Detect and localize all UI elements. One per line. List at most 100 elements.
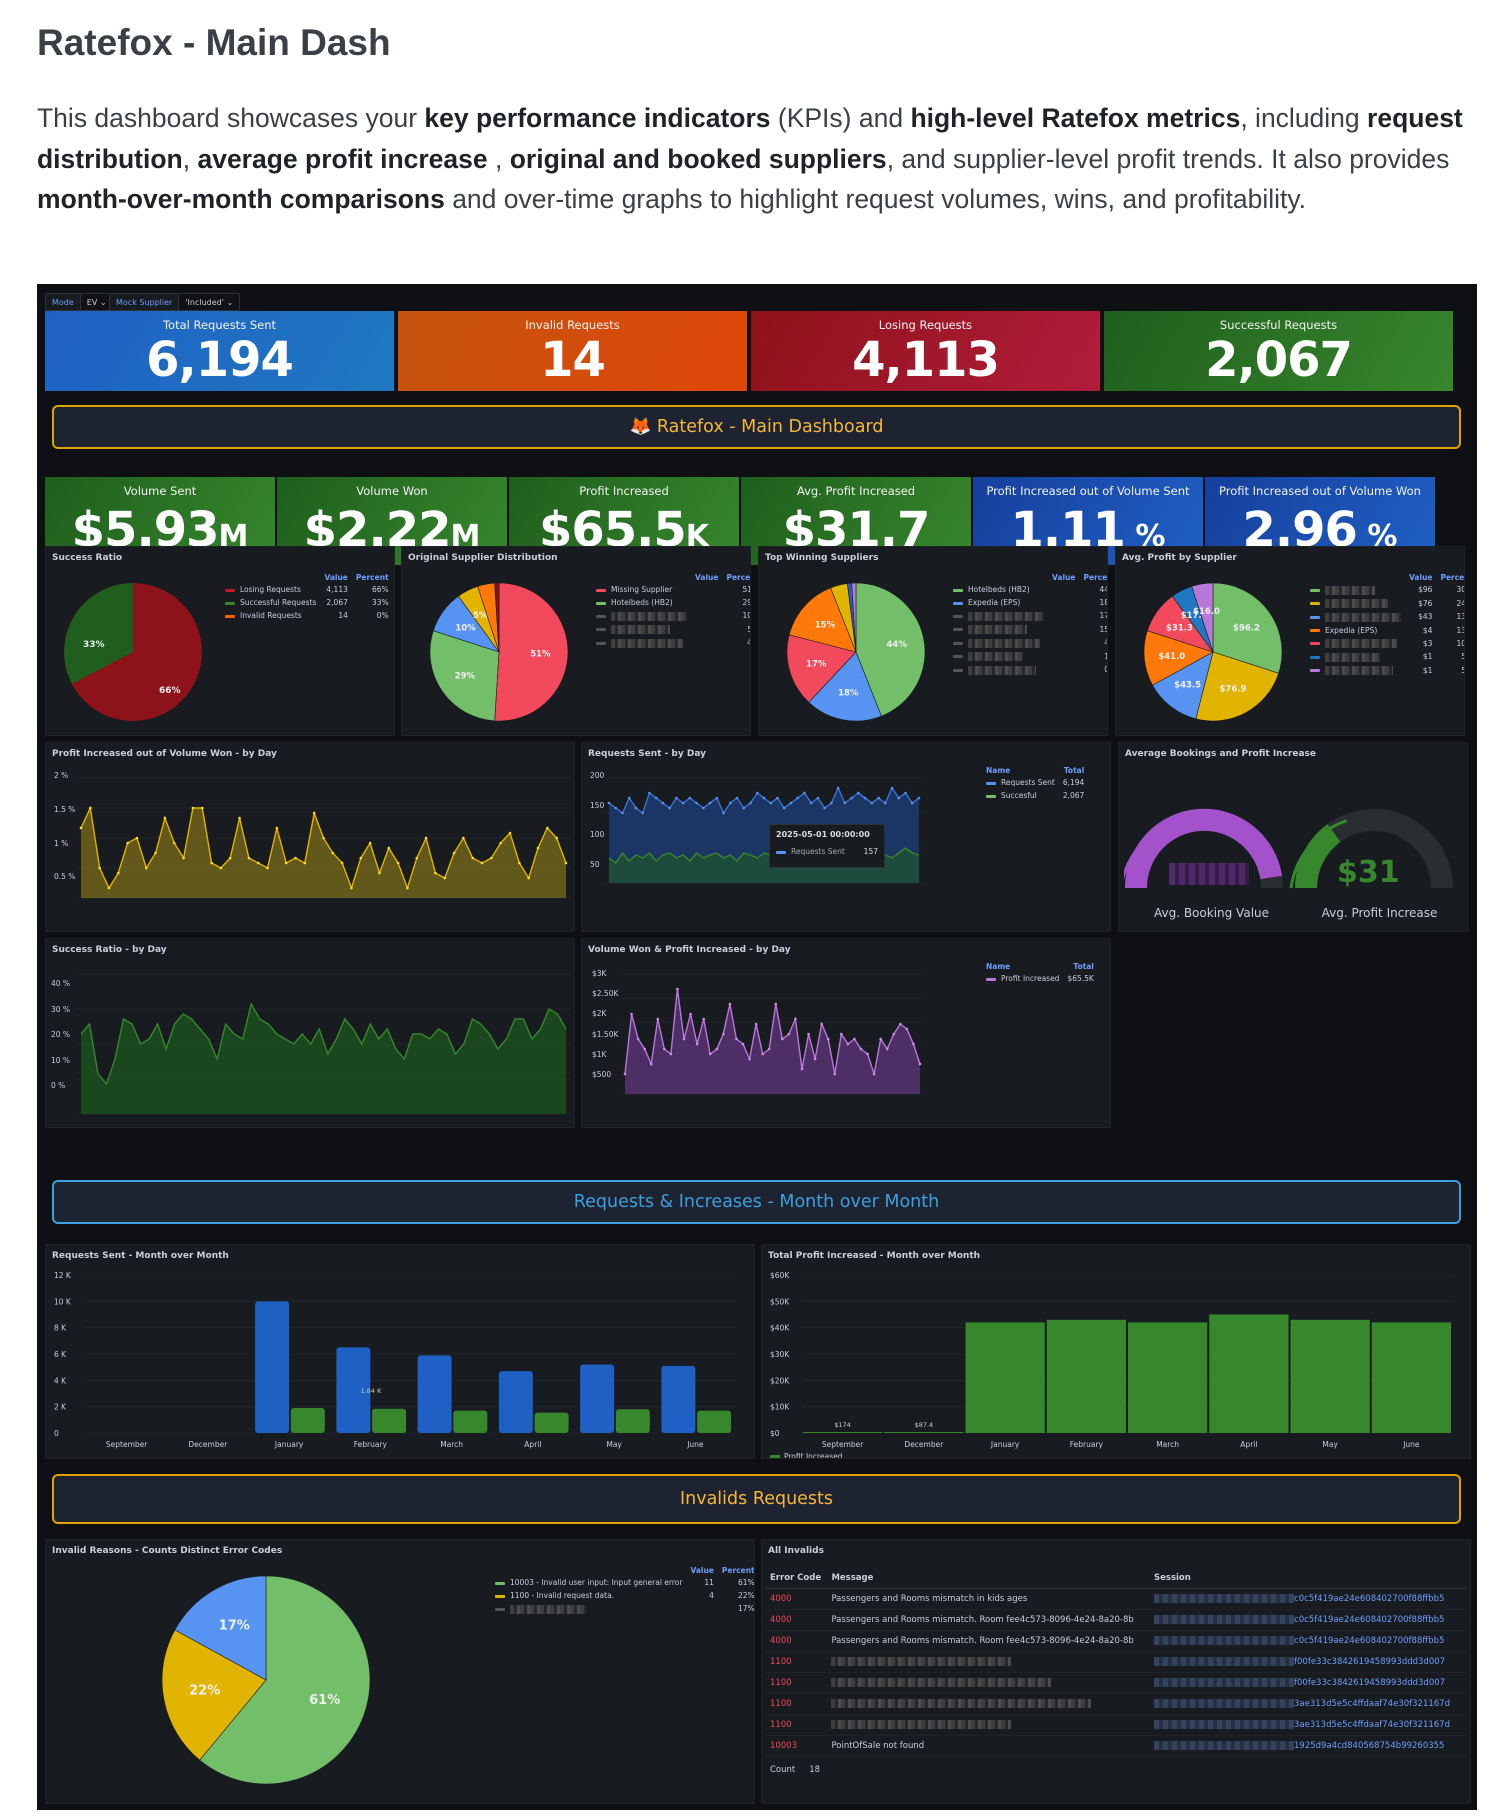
bar[interactable] <box>1046 1319 1126 1433</box>
y-tick-label: 0 <box>54 1429 59 1438</box>
legend-row[interactable]: 1% <box>949 650 1107 664</box>
bar[interactable] <box>697 1410 732 1433</box>
legend-row[interactable]: Requests Sent 6,194 <box>982 776 1088 789</box>
bar[interactable] <box>965 1322 1045 1433</box>
legend-row[interactable]: 4% <box>592 636 750 650</box>
legend-row[interactable]: Losing Requests 4,113 66% <box>221 583 393 596</box>
legend-row[interactable]: $15% <box>1306 664 1464 678</box>
data-point <box>443 876 447 880</box>
legend-row[interactable]: Invalid Requests 14 0% <box>221 609 393 622</box>
legend-row[interactable]: Profit Increased $65.5K <box>982 972 1098 985</box>
table-row[interactable]: 4000 Passengers and Rooms mismatch. Room … <box>766 1630 1466 1652</box>
session-id: 1925d9a4cd840568754b99260355 <box>1294 1741 1445 1751</box>
bar[interactable] <box>372 1408 407 1433</box>
kpi-title: Avg. Profit Increased <box>796 484 916 498</box>
data-point <box>695 801 698 805</box>
mock-supplier-variable[interactable]: Mock Supplier 'Included' ⌄ <box>109 293 241 311</box>
legend-label: Missing Supplier <box>611 585 673 594</box>
legend-row[interactable]: 17% <box>949 609 1107 623</box>
bar[interactable] <box>498 1371 533 1433</box>
x-tick-label: May <box>1322 1440 1338 1449</box>
kpi-title: Volume Won <box>356 484 428 498</box>
pie-slice <box>429 630 500 722</box>
bar[interactable] <box>1290 1319 1370 1433</box>
data-point <box>872 1072 876 1076</box>
table-row[interactable]: 1100 f00fe33c3842619458993ddd3d007 <box>766 1651 1466 1673</box>
legend-row[interactable]: Missing Supplier 51% <box>592 583 750 596</box>
data-point <box>172 841 176 845</box>
panel-profit-won-by-day: Profit Increased out of Volume Won - by … <box>45 742 575 932</box>
bar[interactable] <box>1209 1314 1289 1434</box>
mode-select[interactable]: EV ⌄ <box>80 293 114 311</box>
row-invalid-requests[interactable]: Invalids Requests <box>52 1474 1461 1524</box>
panel-title: Avg. Profit by Supplier <box>1122 553 1237 563</box>
legend-row[interactable]: Expedia (EPS) $4 13% <box>1306 624 1464 637</box>
row-month-over-month[interactable]: Requests & Increases - Month over Month <box>52 1180 1461 1224</box>
table-header[interactable]: Session <box>1150 1568 1466 1589</box>
data-point <box>722 1032 725 1036</box>
bar[interactable] <box>336 1347 371 1433</box>
bar[interactable] <box>534 1412 569 1433</box>
legend-row[interactable]: 1100 - Invalid request data. 4 22% <box>491 1589 754 1602</box>
y-tick-label: $1K <box>592 1049 607 1059</box>
legend-row[interactable]: 4% <box>949 636 1107 650</box>
legend-row[interactable]: $76 24% <box>1306 597 1464 611</box>
bar[interactable] <box>615 1409 650 1433</box>
mode-variable[interactable]: Mode EV ⌄ <box>45 293 114 311</box>
table-header[interactable]: Message <box>827 1568 1151 1589</box>
slice-label: 17% <box>806 660 827 670</box>
bar[interactable] <box>884 1432 964 1433</box>
data-point <box>728 1002 732 1006</box>
data-point <box>210 861 213 865</box>
table-row[interactable]: 10003 PointOfSale not found 1925d9a4cd8405… <box>766 1735 1466 1757</box>
pie-slice <box>1212 582 1283 674</box>
bar[interactable] <box>1371 1322 1451 1433</box>
legend-row[interactable]: 17% <box>491 1602 754 1616</box>
table-row[interactable]: 4000 Passengers and Rooms mismatch in kid… <box>766 1588 1466 1610</box>
legend-row[interactable]: Succesful 2,067 <box>982 789 1088 802</box>
data-point <box>820 1022 823 1026</box>
legend-name <box>949 609 1048 623</box>
table-row[interactable]: 1100 f00fe33c3842619458993ddd3d007 <box>766 1672 1466 1694</box>
row-main-dashboard[interactable]: 🦊 Ratefox - Main Dashboard <box>52 405 1461 449</box>
legend-row[interactable]: Hotelbeds (HB2) 29% <box>592 596 750 609</box>
legend-row[interactable]: 15% <box>949 623 1107 637</box>
legend-row[interactable]: Expedia (EPS) 18% <box>949 596 1107 609</box>
bar[interactable] <box>580 1364 615 1433</box>
legend-row[interactable]: 10% <box>592 609 750 623</box>
data-point <box>742 806 746 810</box>
legend-label: Hotelbeds (HB2) <box>611 598 673 607</box>
data-point <box>918 1062 922 1066</box>
legend-swatch <box>986 781 996 785</box>
legend-row[interactable]: $15% <box>1306 650 1464 664</box>
legend-header-name: Name <box>986 766 1011 775</box>
table-header[interactable]: Error Code <box>766 1568 828 1589</box>
mock-supplier-select[interactable]: 'Included' ⌄ <box>179 293 241 311</box>
x-tick-label: April <box>524 1440 541 1449</box>
bar[interactable] <box>290 1407 325 1433</box>
bar[interactable] <box>661 1365 696 1433</box>
description-text: This dashboard showcases your <box>37 103 425 133</box>
legend-row[interactable]: 5% <box>592 623 750 637</box>
bar[interactable] <box>803 1432 883 1433</box>
legend-row[interactable]: $3 10% <box>1306 637 1464 651</box>
bar[interactable] <box>1128 1322 1208 1433</box>
legend-row[interactable]: 10003 - Invalid user input: Input genera… <box>491 1576 754 1589</box>
legend-swatch <box>596 588 606 592</box>
bar[interactable] <box>417 1355 452 1433</box>
legend-name: Hotelbeds (HB2) <box>592 596 691 609</box>
bar[interactable] <box>255 1301 290 1433</box>
legend-row[interactable]: $43 13% <box>1306 610 1464 624</box>
table-row[interactable]: 1100 3ae313d5e5c4ffdaaf74e30f321167d <box>766 1693 1466 1715</box>
legend-row[interactable]: 0% <box>949 663 1107 677</box>
legend-row[interactable]: Successful Requests 2,067 33% <box>221 596 393 609</box>
bar[interactable] <box>453 1410 488 1433</box>
legend-row[interactable]: $96 30% <box>1306 583 1464 597</box>
table-row[interactable]: 4000 Passengers and Rooms mismatch. Room … <box>766 1609 1466 1631</box>
legend-row[interactable]: Hotelbeds (HB2) 44% <box>949 583 1107 596</box>
table-row[interactable]: 1100 3ae313d5e5c4ffdaaf74e30f321167d <box>766 1714 1466 1736</box>
legend-header-percent: Percent <box>721 1566 755 1575</box>
kpi-title: Profit Increased out of Volume Won <box>1219 484 1421 498</box>
x-tick-label: September <box>822 1440 864 1449</box>
y-tick-label: $60K <box>770 1271 790 1280</box>
